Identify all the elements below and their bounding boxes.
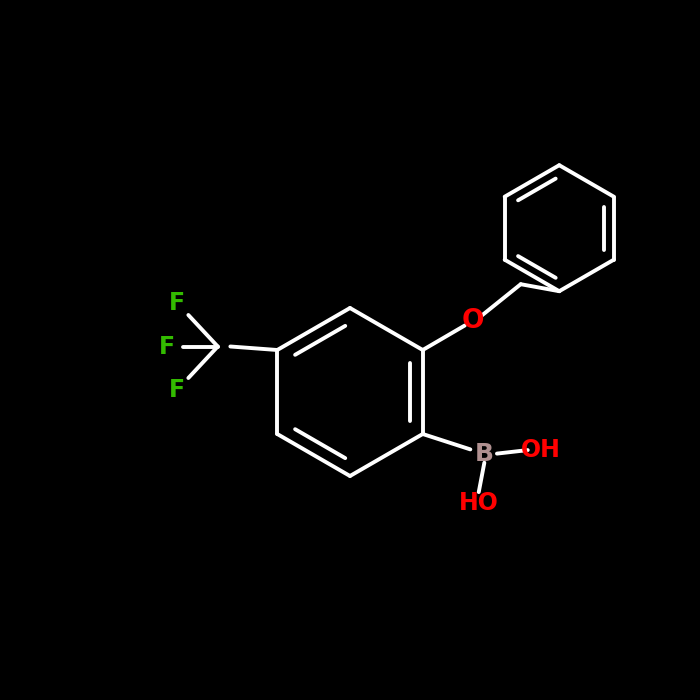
Text: B: B xyxy=(475,442,493,466)
Text: OH: OH xyxy=(520,438,560,462)
Text: F: F xyxy=(160,335,176,358)
Text: O: O xyxy=(462,307,484,334)
Text: HO: HO xyxy=(458,491,498,514)
Text: F: F xyxy=(169,378,186,402)
Text: F: F xyxy=(169,291,186,315)
